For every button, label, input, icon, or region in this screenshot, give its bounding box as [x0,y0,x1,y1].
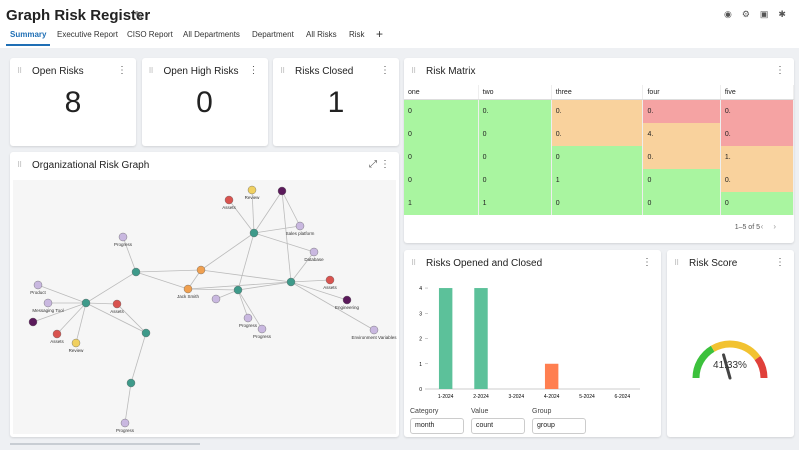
control-label: Category [410,408,439,415]
menu[interactable]: ⋮ [248,65,259,76]
matrix-cell: 0 [404,123,479,146]
select[interactable]: count [471,418,525,434]
menu[interactable]: ⋮ [380,159,390,170]
select[interactable]: group [532,418,586,434]
card-title: Risks Opened and Closed [426,258,543,269]
matrix-cell: 0 [551,146,644,169]
control-label: Value [471,408,489,415]
matrix-cell: 0 [404,146,479,169]
matrix-cell: 1. [720,146,795,169]
edit-icon[interactable]: ✎ [134,10,144,22]
matrix-cell: 0. [720,123,795,146]
tab[interactable]: Department [252,30,294,39]
matrix-row: 0 0 1 0 0. [404,169,795,192]
drag-handle[interactable]: ⠿ [148,68,154,75]
matrix-cell: 4. [642,123,721,146]
page-title: Graph Risk Register [6,7,151,24]
matrix-cell: 1 [551,169,644,192]
card-title: Organizational Risk Graph [32,160,150,171]
card-title: Open High Risks [163,66,239,77]
tab[interactable]: All Risks [306,30,337,39]
drag-handle[interactable]: ⠿ [411,260,416,267]
matrix-cell: 0 [642,192,721,215]
tab[interactable]: Risk [349,30,365,39]
card-title: Risk Score [689,258,738,269]
matrix-cell: 0. [720,169,795,192]
matrix-cell: 0. [642,99,721,123]
matrix-cell: 0. [642,146,721,169]
drag-handle[interactable]: ⠿ [17,68,22,75]
menu[interactable]: ⋮ [775,257,785,268]
card-title: Risks Closed [295,66,354,77]
expand-icon[interactable]: ⤢ [369,159,377,170]
matrix-cell: 0 [551,192,644,215]
matrix-cell: 0. [478,99,552,123]
matrix-cell: 1 [404,192,479,215]
graph-card: ⠿ Organizational Risk Graph ⋮ ⤢ [10,152,399,437]
kpi-card: ⠿ Risks Closed ⋮ 1 [273,58,399,146]
tab[interactable]: Executive Report [57,30,118,39]
kpi-value: 0 [196,86,213,119]
matrix-cell: 0 [404,99,479,123]
matrix-table: one two three four five 0 0. 0. 0. 0. 0 0 0. 4. 0. 0 0 0 0… [404,85,795,215]
matrix-cell: 0. [720,99,795,123]
tab[interactable]: CISO Report [127,30,173,39]
tab[interactable]: All Departments [183,30,240,39]
matrix-row: 0 0. 0. 0. 0. [404,99,795,123]
card-title: Open Risks [32,66,84,77]
kpi-card: ⠿ Open Risks ⋮ 8 [10,58,136,146]
menu[interactable]: ⋮ [642,257,652,268]
matrix-cell: 1 [478,192,552,215]
drag-handle[interactable]: ⠿ [674,260,679,267]
column-header: five [720,85,795,100]
matrix-cell: 0 [720,192,795,215]
menu[interactable]: ⋮ [117,65,127,76]
menu[interactable]: ⋮ [380,65,390,76]
score-card: ⠿ Risk Score ⋮ [667,250,794,437]
column-header: one [404,85,479,100]
matrix-cell: 0 [478,123,552,146]
header-row: one two three four five [404,85,795,100]
matrix-cell: 0. [551,123,644,146]
control-label: Group [532,408,552,415]
matrix-cell: 0 [478,146,552,169]
risk-matrix-card: ⠿ Risk Matrix ⋮ one two three four five 0 0. 0.… [404,58,795,243]
kpi-value: 8 [64,86,82,119]
select[interactable]: month [410,418,464,434]
matrix-cell: 0 [642,169,721,192]
matrix-cell: 0 [478,169,552,192]
column-header: two [478,85,552,100]
tab[interactable]: Summary [10,30,47,39]
add-tab[interactable]: + [376,27,384,41]
drag-handle[interactable]: ⠿ [280,68,285,75]
column-header: four [642,85,721,100]
kpi-value: 1 [327,86,345,119]
graph-canvas [13,180,396,434]
toolbar-icons[interactable]: ◉⚙▣✱ [724,9,796,19]
matrix-row: 0 0 0. 4. 0. [404,123,795,146]
matrix-cell: 0. [551,99,644,123]
header-bar [0,0,799,48]
active-tab-indicator [6,44,50,46]
drag-handle[interactable]: ⠿ [17,162,22,169]
scrollbar [10,443,200,445]
pager-arrows[interactable]: ‹› [760,222,786,231]
column-header: three [551,85,644,100]
matrix-row: 0 0 0 0. 1. [404,146,795,169]
menu[interactable]: ⋮ [775,65,785,76]
drag-handle[interactable]: ⠿ [411,68,416,75]
card-title: Risk Matrix [426,66,476,77]
matrix-cell: 0 [404,169,479,192]
kpi-card: ⠿ Open High Risks ⋮ 0 [141,58,268,146]
pagination: 1–5 of 5 [734,224,760,231]
